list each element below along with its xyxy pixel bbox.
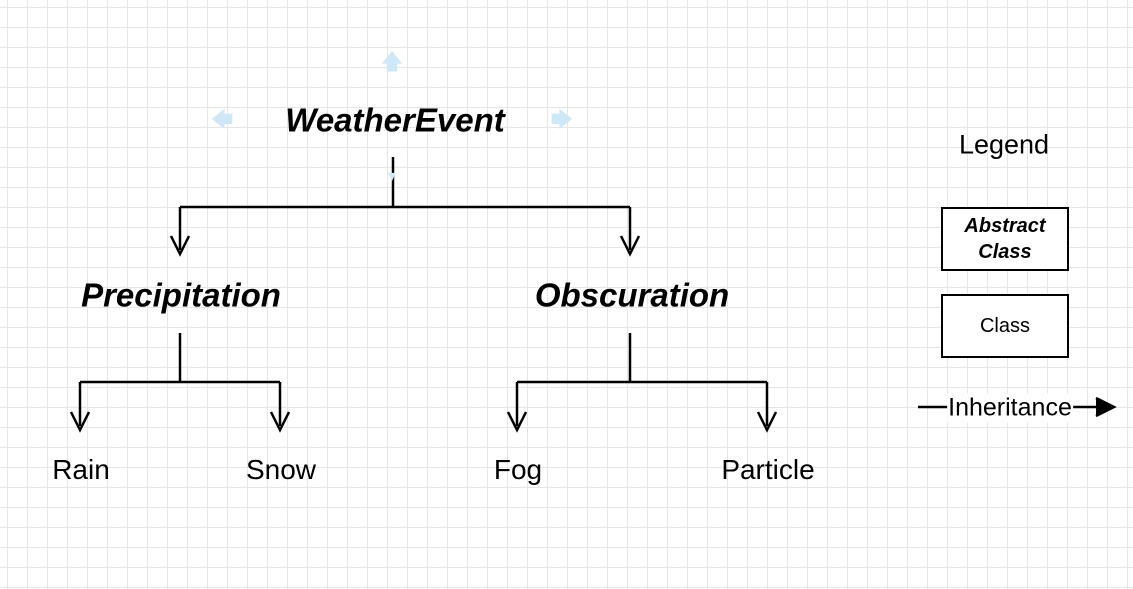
legend-inheritance-arrowhead <box>1095 396 1117 418</box>
node-particle[interactable]: Particle <box>721 454 815 485</box>
arrowhead-particle <box>756 411 778 433</box>
arrowhead-fog <box>506 411 528 433</box>
legend-class-label: Class <box>979 314 1030 337</box>
edges-root <box>169 157 641 257</box>
arrowhead-rain <box>69 411 91 433</box>
edges-obscuration <box>506 333 778 433</box>
legend-class-box: Class <box>941 294 1069 358</box>
node-weatherevent[interactable]: WeatherEvent <box>285 101 505 139</box>
arrow-up-icon[interactable]: 🡅 <box>380 49 404 74</box>
legend-inheritance-label: Inheritance <box>947 393 1073 423</box>
legend-abstract-class-label: Abstract Class <box>964 215 1046 263</box>
node-snow[interactable]: Snow <box>245 454 317 485</box>
arrowhead-snow <box>269 411 291 433</box>
arrowhead-precipitation <box>169 235 191 257</box>
node-obscuration[interactable]: Obscuration <box>534 276 730 314</box>
legend-title: Legend <box>958 129 1050 160</box>
node-precipitation[interactable]: Precipitation <box>81 276 281 314</box>
edges-precipitation <box>69 333 291 433</box>
node-rain[interactable]: Rain <box>52 454 110 485</box>
arrow-right-icon[interactable]: 🡆 <box>550 107 574 132</box>
arrowhead-obscuration <box>619 235 641 257</box>
arrow-down-icon[interactable]: ▾ <box>387 168 397 185</box>
node-fog[interactable]: Fog <box>493 454 543 485</box>
arrow-left-icon[interactable]: 🡄 <box>210 107 234 132</box>
legend-abstract-class-box: Abstract Class <box>941 207 1069 271</box>
